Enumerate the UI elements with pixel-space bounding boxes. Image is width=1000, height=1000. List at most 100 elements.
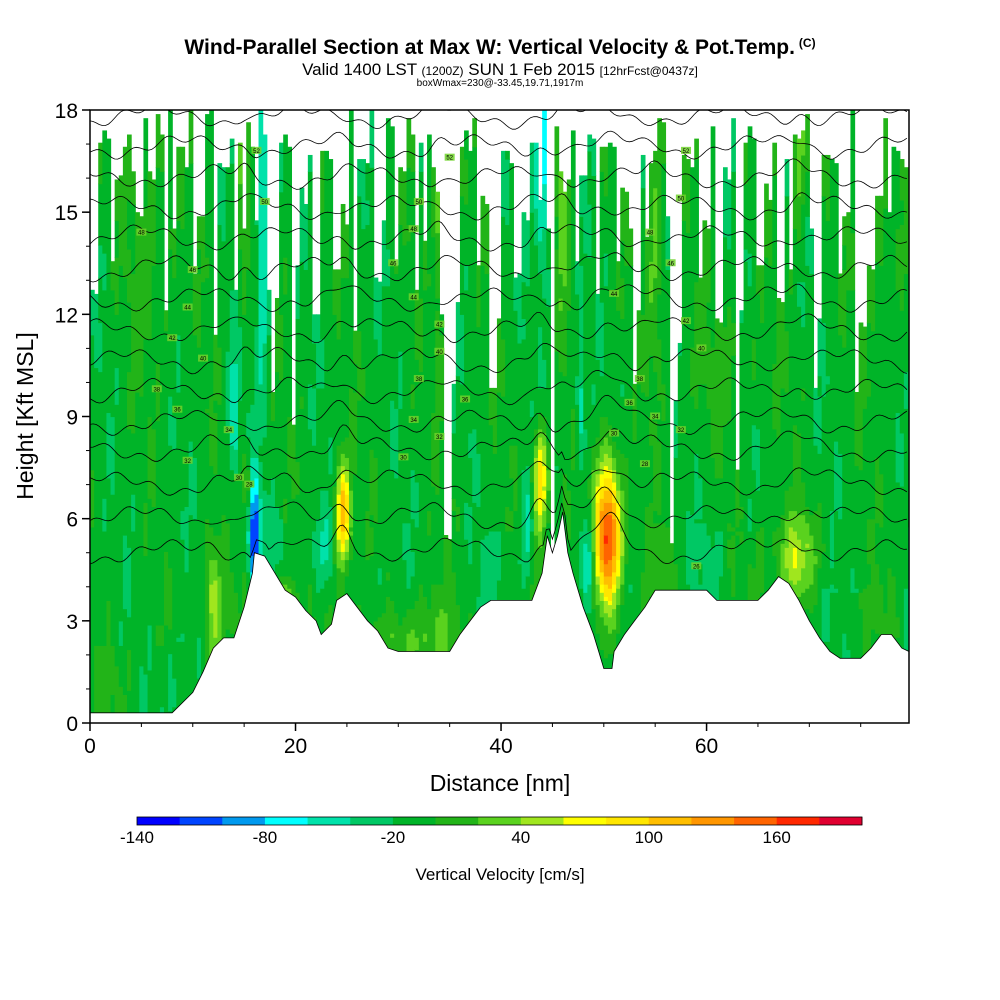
w-cell: [866, 379, 872, 397]
w-cell: [242, 314, 247, 454]
w-cell: [402, 171, 408, 246]
w-cell: [451, 432, 457, 499]
w-cell: [266, 289, 272, 336]
w-cell: [361, 228, 366, 369]
w-cell: [340, 441, 346, 454]
colorbar-swatch: [137, 817, 181, 825]
w-cell: [344, 457, 350, 471]
w-cell: [579, 530, 584, 589]
theta-label-text: 40: [200, 357, 207, 363]
w-cell: [796, 432, 802, 516]
copyright-mark: (C): [798, 36, 816, 50]
w-cell: [850, 110, 856, 234]
theta-label-text: 38: [415, 377, 422, 383]
colorbar-swatch: [478, 817, 522, 825]
w-cell: [529, 400, 535, 418]
w-cell: [649, 502, 654, 597]
w-cell: [751, 469, 757, 569]
w-cell: [464, 203, 469, 266]
y-tick-label: 9: [66, 407, 78, 430]
w-cell: [295, 318, 301, 463]
w-cell: [686, 159, 691, 234]
w-cell: [357, 330, 362, 401]
w-cell: [829, 567, 835, 585]
w-cell: [862, 408, 868, 589]
w-cell: [727, 420, 732, 524]
w-cell: [98, 645, 103, 723]
w-cell: [270, 391, 276, 422]
w-cell: [427, 285, 432, 512]
w-cell: [135, 212, 140, 393]
w-cell: [151, 428, 157, 508]
w-cell: [595, 473, 601, 487]
w-cell: [320, 588, 325, 638]
w-cell: [587, 530, 593, 552]
w-cell: [98, 244, 103, 279]
w-cell: [394, 273, 399, 409]
w-cell: [801, 154, 806, 205]
w-cell: [237, 400, 243, 614]
colorbar-tick-label: -80: [253, 828, 278, 847]
w-cell: [468, 506, 473, 565]
w-cell: [743, 261, 749, 626]
w-cell: [653, 187, 658, 279]
w-cell: [727, 248, 732, 307]
w-cell: [858, 592, 864, 610]
w-cell: [538, 461, 543, 499]
w-cell: [850, 567, 856, 593]
w-cell: [320, 212, 325, 340]
w-cell: [739, 530, 745, 544]
theta-label-text: 28: [246, 483, 253, 489]
w-cell: [542, 465, 547, 487]
w-cell: [143, 338, 149, 503]
w-cell: [784, 490, 790, 520]
theta-label: 32: [434, 432, 445, 441]
w-cell: [258, 445, 264, 463]
w-cell: [90, 289, 95, 336]
w-cell: [344, 494, 350, 524]
w-cell: [698, 477, 704, 520]
w-cell: [229, 469, 235, 573]
w-cell: [842, 216, 847, 246]
y-tick-label: 6: [66, 509, 78, 532]
w-cell: [570, 130, 576, 409]
w-cell: [381, 285, 387, 614]
colorbar-frame: [136, 816, 863, 826]
w-cell: [299, 187, 305, 262]
w-cell: [126, 134, 132, 201]
w-cell: [702, 220, 708, 385]
w-cell: [727, 306, 732, 422]
w-cell: [644, 396, 650, 508]
theta-label: 36: [624, 398, 635, 407]
w-cell: [172, 678, 177, 708]
w-cell: [233, 289, 239, 364]
w-cell: [628, 228, 634, 266]
w-cell: [459, 314, 465, 385]
w-cell: [792, 567, 798, 585]
w-cell: [451, 383, 457, 434]
terrain-mask: [90, 511, 909, 723]
w-cell: [98, 322, 103, 373]
w-cell: [788, 293, 794, 487]
w-cell: [533, 208, 539, 246]
w-cell: [340, 277, 346, 442]
w-cell: [385, 248, 391, 287]
w-cell: [254, 326, 260, 458]
w-cell: [862, 326, 868, 409]
w-cell: [385, 118, 391, 250]
w-cell: [151, 506, 157, 723]
w-cell: [233, 363, 239, 450]
w-cell: [838, 273, 843, 336]
w-cell: [90, 334, 95, 471]
w-cell: [102, 253, 108, 291]
w-cell: [237, 248, 243, 328]
w-cell: [583, 592, 588, 614]
w-cell: [427, 510, 432, 536]
w-cell: [776, 526, 782, 601]
w-cell: [883, 208, 889, 614]
w-cell: [792, 530, 798, 548]
theta-label: 34: [223, 426, 234, 434]
w-cell: [295, 461, 301, 495]
w-cell: [517, 559, 523, 565]
w-cell: [254, 494, 260, 512]
